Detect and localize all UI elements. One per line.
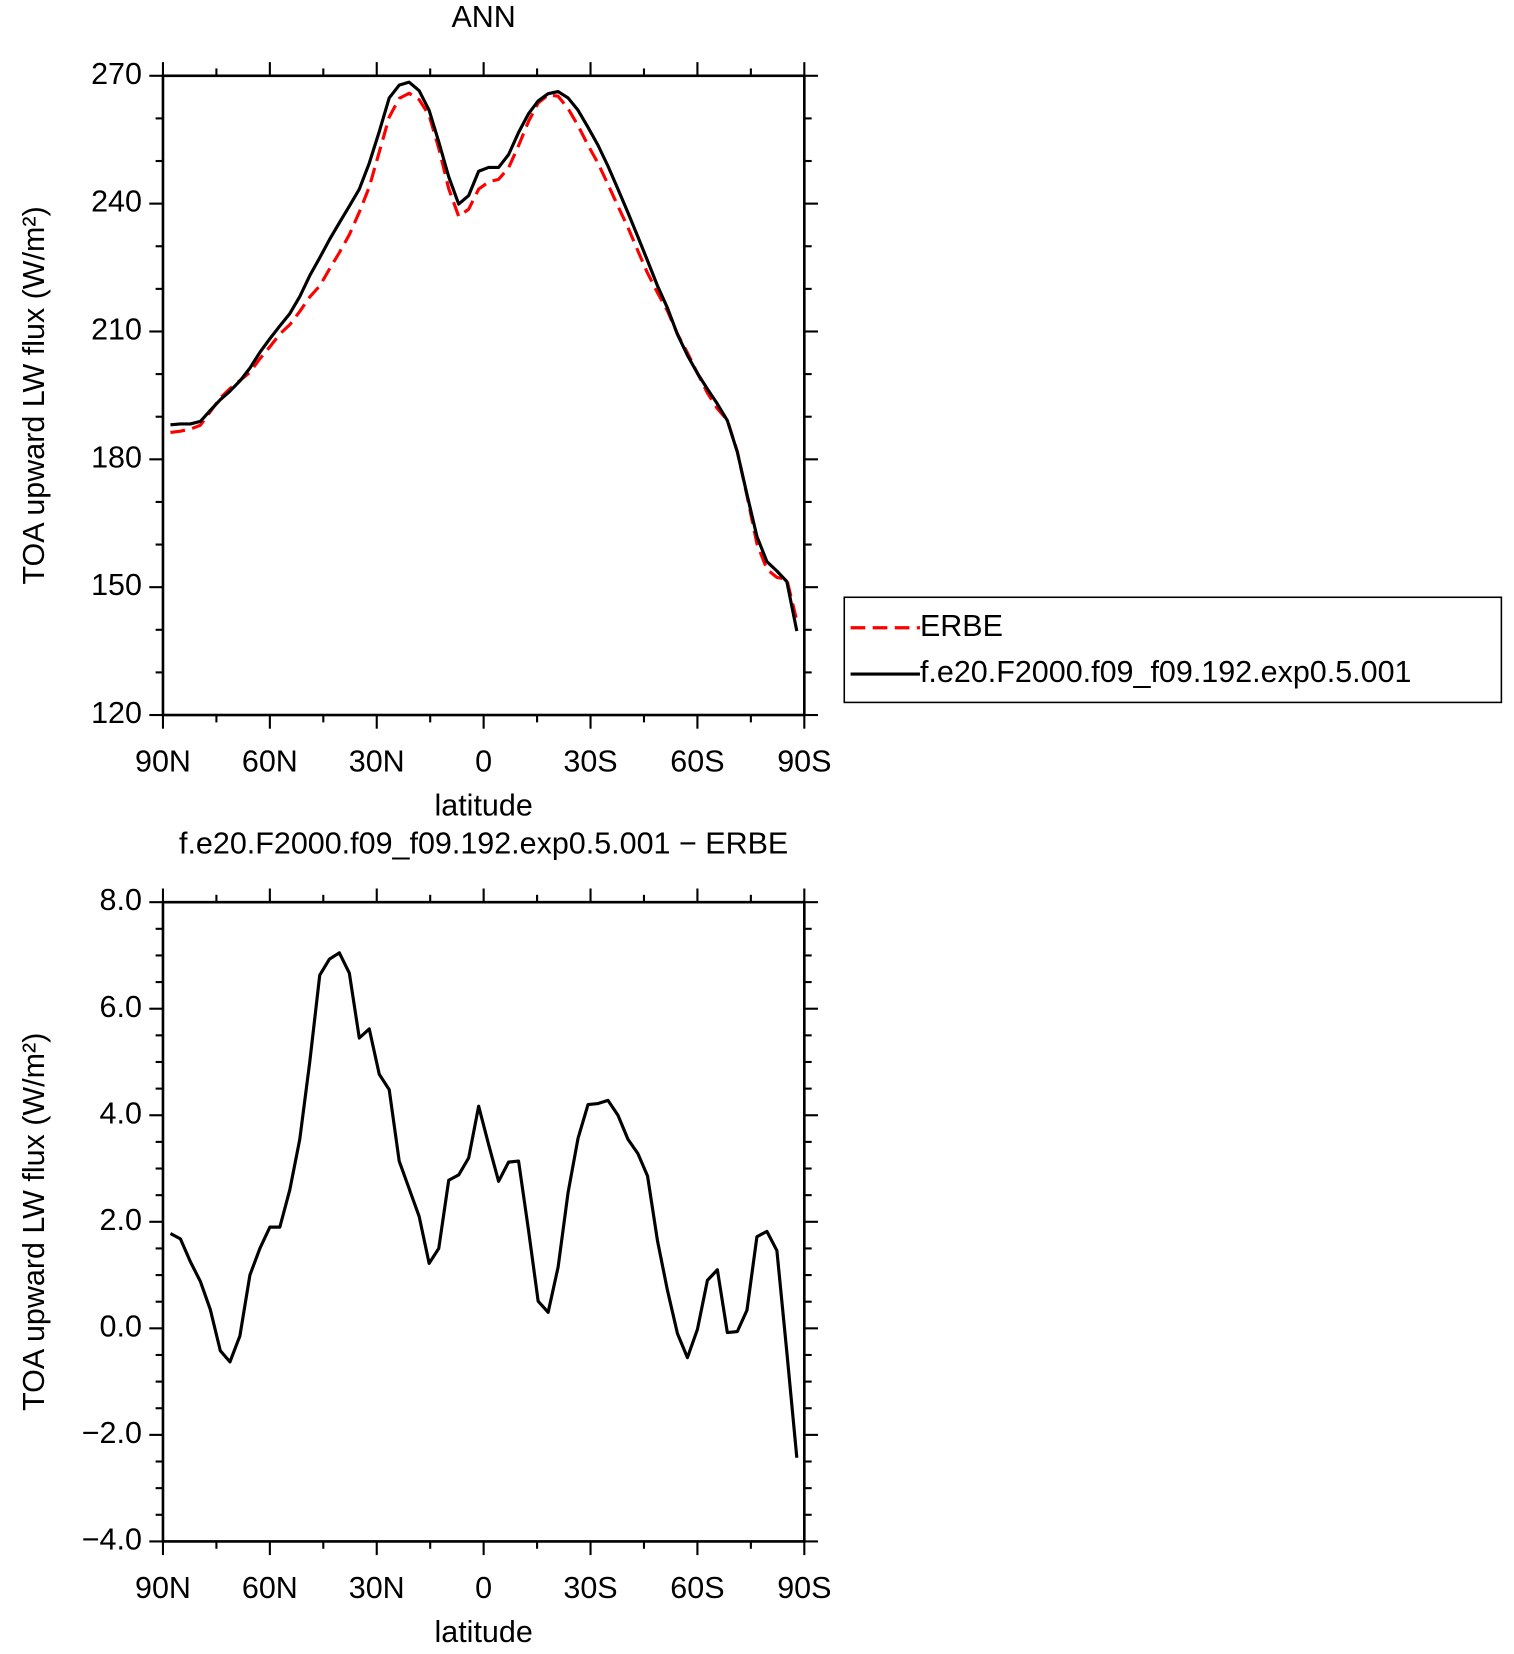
x-tick-label: 60S: [670, 1571, 724, 1605]
y-tick-label: 120: [91, 696, 142, 730]
data-line: [169, 951, 799, 1458]
x-tick-label: 90S: [777, 1571, 831, 1605]
x-tick-label: 60N: [242, 744, 298, 778]
x-tick-label: 30N: [349, 744, 405, 778]
x-tick-label: 30N: [349, 1571, 405, 1605]
x-tick-label: 90N: [135, 1571, 191, 1605]
y-tick-label: 4.0: [100, 1096, 142, 1130]
y-tick-label: 210: [91, 313, 142, 347]
x-tick-label: 30S: [563, 1571, 617, 1605]
y-tick-label: 6.0: [100, 990, 142, 1024]
x-axis-label: latitude: [434, 1615, 532, 1649]
y-tick-label: 2.0: [100, 1203, 142, 1237]
plot-frame: [161, 900, 806, 1543]
x-tick-label: 90S: [777, 744, 831, 778]
x-tick-label: 0: [475, 744, 492, 778]
legend-box: [843, 596, 1503, 704]
x-tick-label: 60N: [242, 1571, 298, 1605]
legend-label: ERBE: [920, 609, 1003, 643]
y-axis-label: TOA upward LW flux (W/m²): [17, 1033, 51, 1411]
y-tick-label: 0.0: [100, 1309, 142, 1343]
data-line: [170, 80, 799, 632]
y-tick-label: 270: [91, 57, 142, 91]
x-tick-label: 0: [475, 1571, 492, 1605]
y-tick-label: 150: [91, 568, 142, 602]
data-line: [170, 91, 799, 622]
plot-frame: [161, 74, 806, 717]
y-tick-label: 240: [91, 185, 142, 219]
x-tick-label: 30S: [563, 744, 617, 778]
x-tick-label: 90N: [135, 744, 191, 778]
y-tick-label: −4.0: [82, 1522, 142, 1556]
y-tick-label: 180: [91, 440, 142, 474]
x-tick-label: 60S: [670, 744, 724, 778]
y-axis-label: TOA upward LW flux (W/m²): [17, 206, 51, 584]
y-tick-label: −2.0: [82, 1416, 142, 1450]
legend-label: f.e20.F2000.f09_f09.192.exp0.5.001: [920, 655, 1412, 689]
y-tick-label: 8.0: [100, 883, 142, 917]
chart-title: f.e20.F2000.f09_f09.192.exp0.5.001 − ERB…: [179, 826, 788, 860]
chart-title: ANN: [451, 0, 515, 34]
x-axis-label: latitude: [434, 789, 532, 823]
